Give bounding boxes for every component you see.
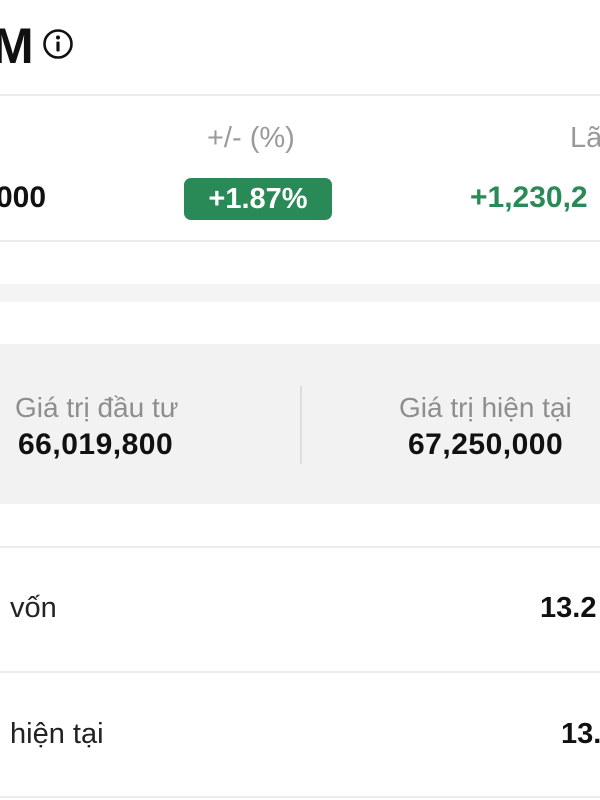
card-divider [300,386,302,464]
cost-price-value: 13.2 [540,592,597,624]
divider [0,546,600,548]
info-circle-icon[interactable] [42,28,74,60]
invested-value-label: Giá trị đầu tư [15,392,179,423]
current-price-label: hiện tại [10,718,104,750]
divider [0,240,600,242]
profit-loss-header: Lã [570,122,600,154]
change-pct-badge: +1.87% [184,178,332,220]
divider [0,796,600,798]
divider [0,94,600,96]
quantity-value: 000 [0,181,47,214]
invested-value: 66,019,800 [18,428,174,461]
page-title: M [0,18,34,74]
profit-loss-value: +1,230,2 [470,181,588,214]
change-pct-header: +/- (%) [207,122,295,154]
current-price-value: 13. [561,718,600,750]
divider [0,671,600,673]
current-value: 67,250,000 [408,428,564,461]
current-value-label: Giá trị hiện tại [399,392,572,423]
section-separator [0,284,600,302]
cost-price-label: vốn [10,592,57,624]
